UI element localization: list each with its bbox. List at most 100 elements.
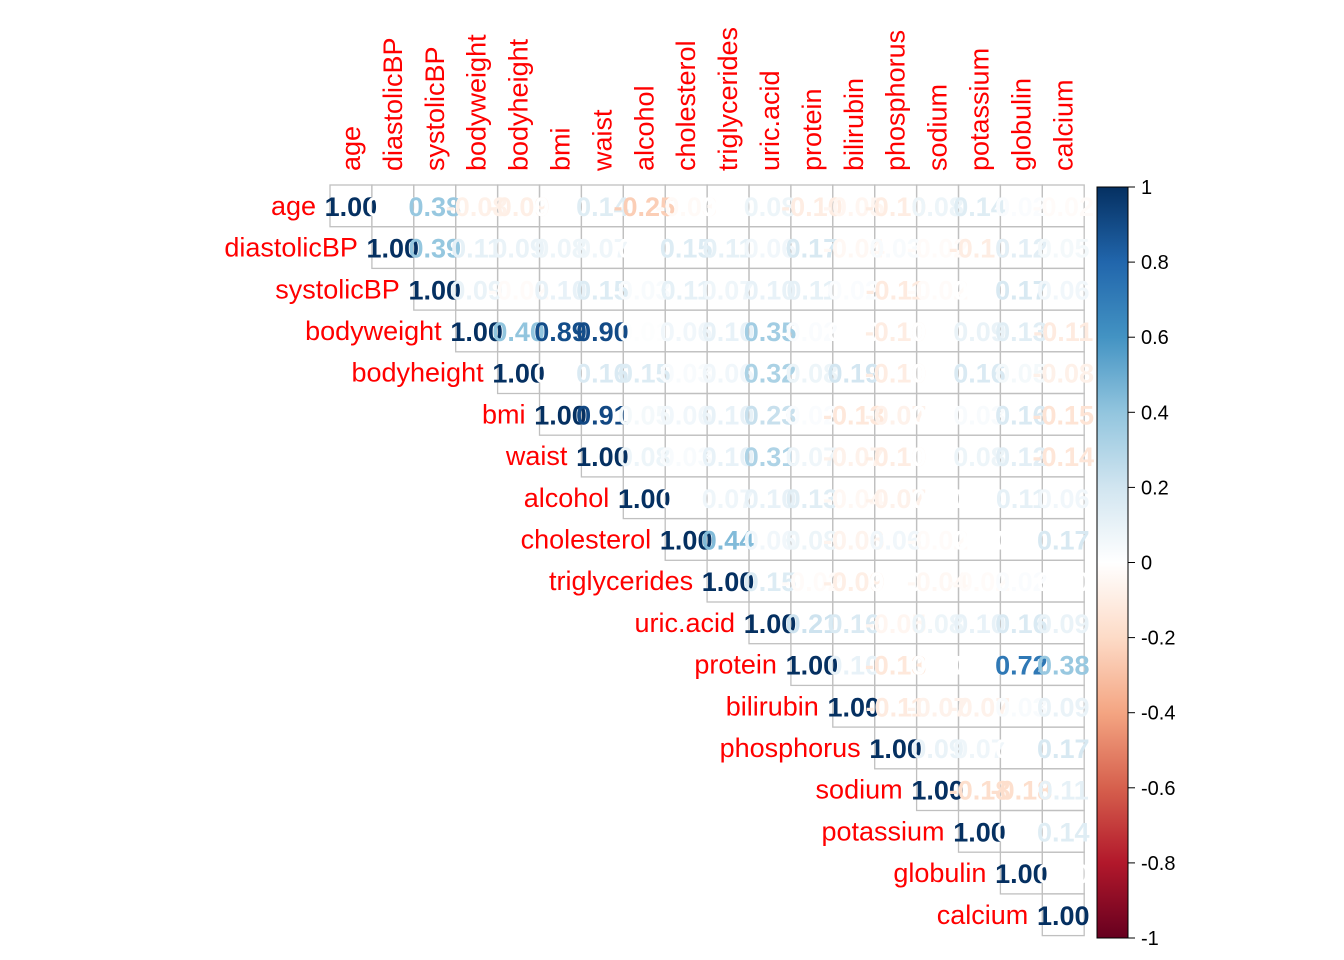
- corr-value-diastolicBP-uric.acid: 0.06: [744, 234, 797, 264]
- corr-value-triglycerides-calcium: 0.00: [1037, 567, 1090, 597]
- corr-value-diastolicBP-diastolicBP: 1.00: [367, 234, 420, 264]
- corr-value-waist-potassium: 0.08: [953, 442, 1006, 472]
- corr-value-potassium-globulin: 0.00: [995, 817, 1048, 847]
- colorbar-tick-label: -0.4: [1141, 703, 1175, 725]
- row-label-triglycerides: triglycerides: [549, 566, 693, 596]
- corr-value-phosphorus-sodium: 0.09: [911, 734, 964, 764]
- column-label-phosphorus: phosphorus: [881, 30, 911, 171]
- corr-value-diastolicBP-bodyweight: 0.11: [451, 234, 502, 264]
- corr-value-diastolicBP-phosphorus: 0.03: [869, 234, 922, 264]
- colorbar-tick-label: 0.2: [1141, 477, 1169, 499]
- corr-value-globulin-calcium: 0.00: [1037, 859, 1090, 889]
- corr-value-phosphorus-phosphorus: 1.00: [869, 734, 922, 764]
- colorbar-tick-label: 0.6: [1141, 327, 1169, 349]
- cell-values: 1.000.000.38-0.08-0.090.000.14-0.25-0.03…: [325, 192, 1094, 931]
- column-label-alcohol: alcohol: [629, 85, 659, 171]
- corr-value-bodyweight-uric.acid: 0.35: [744, 317, 797, 347]
- corr-value-waist-sodium: 0.00: [911, 442, 964, 472]
- corr-value-diastolicBP-waist: 0.07: [576, 234, 629, 264]
- corr-value-bilirubin-potassium: -0.07: [949, 692, 1011, 722]
- corr-value-bmi-bmi: 1.00: [534, 400, 587, 430]
- corr-value-cholesterol-uric.acid: 0.06: [744, 526, 797, 556]
- corr-value-bodyweight-phosphorus: -0.10: [865, 317, 927, 347]
- colorbar-tick-label: 1: [1141, 177, 1152, 199]
- corr-value-bodyweight-sodium: 0.00: [911, 317, 964, 347]
- corr-value-bodyweight-bmi: 0.89: [534, 317, 587, 347]
- corr-value-protein-bilirubin: 0.10: [828, 651, 881, 681]
- corr-value-waist-uric.acid: 0.31: [744, 442, 797, 472]
- corr-value-triglycerides-uric.acid: 0.15: [744, 567, 797, 597]
- corr-value-bodyweight-potassium: 0.09: [953, 317, 1006, 347]
- corr-value-bodyweight-bodyheight: 0.40: [492, 317, 545, 347]
- corr-value-cholesterol-protein: 0.08: [786, 526, 839, 556]
- corr-value-uric.acid-uric.acid: 1.00: [744, 609, 797, 639]
- corr-value-bodyheight-phosphorus: -0.10: [865, 359, 927, 389]
- corr-value-protein-calcium: 0.38: [1037, 651, 1090, 681]
- corr-value-bmi-protein: 0.02: [786, 400, 839, 430]
- corr-value-age-bmi: 0.00: [534, 192, 587, 222]
- row-labels: age diastolicBP systolicBP bodyweight bodyhe…: [224, 191, 1028, 930]
- corr-value-uric.acid-bilirubin: 0.16: [828, 609, 881, 639]
- corr-value-systolicBP-globulin: 0.17: [995, 275, 1048, 305]
- colorbar-tick-label: 0.8: [1141, 252, 1169, 274]
- corr-value-cholesterol-cholesterol: 1.00: [660, 526, 713, 556]
- colorbar: 1 0.8 0.6 0.4 0.2 0 -0.2 -0.4 -0.6 -0.8 -1: [1096, 177, 1175, 950]
- colorbar-tick-label: 0.4: [1141, 402, 1169, 424]
- corr-value-cholesterol-bilirubin: -0.06: [823, 526, 885, 556]
- corr-value-cholesterol-phosphorus: 0.06: [869, 526, 922, 556]
- corr-value-age-diastolicBP: 0.00: [367, 192, 420, 222]
- row-label-systolicBP: systolicBP: [275, 274, 400, 304]
- corr-value-bodyweight-calcium: -0.11: [1033, 317, 1093, 347]
- column-label-waist: waist: [587, 109, 617, 172]
- corr-value-bmi-potassium: 0.03: [953, 400, 1006, 430]
- corr-value-uric.acid-sodium: 0.08: [911, 609, 964, 639]
- corr-value-sodium-globulin: -0.18: [991, 776, 1053, 806]
- row-label-uric.acid: uric.acid: [634, 608, 735, 638]
- corr-value-bilirubin-calcium: 0.09: [1037, 692, 1090, 722]
- row-label-phosphorus: phosphorus: [720, 733, 861, 763]
- corr-value-diastolicBP-bilirubin: -0.04: [823, 234, 885, 264]
- corr-cell-calcium-calcium: [1041, 893, 1085, 937]
- corr-value-cholesterol-globulin: 0.00: [995, 526, 1048, 556]
- row-label-globulin: globulin: [893, 858, 986, 888]
- column-label-sodium: sodium: [923, 84, 953, 171]
- row-label-bmi: bmi: [482, 399, 526, 429]
- corr-value-systolicBP-alcohol: 0.03: [618, 275, 671, 305]
- column-labels: age diastolicBP systolicBP bodyweight bodyhe…: [336, 27, 1078, 172]
- corr-value-systolicBP-uric.acid: 0.10: [744, 275, 797, 305]
- column-label-age: age: [336, 126, 366, 171]
- column-label-cholesterol: cholesterol: [671, 40, 701, 171]
- row-label-potassium: potassium: [821, 816, 944, 846]
- corr-value-age-systolicBP: 0.38: [409, 192, 462, 222]
- corr-value-age-potassium: 0.14: [953, 192, 1006, 222]
- colorbar-tick-label: -0.8: [1141, 853, 1175, 875]
- column-label-calcium: calcium: [1048, 79, 1078, 171]
- corr-value-bmi-waist: 0.91: [576, 400, 629, 430]
- corr-value-bodyweight-triglycerides: 0.10: [702, 317, 755, 347]
- corr-value-alcohol-bilirubin: -0.04: [823, 484, 885, 514]
- corr-value-protein-protein: 1.00: [786, 651, 839, 681]
- corr-value-bmi-cholesterol: 0.06: [660, 400, 713, 430]
- column-label-bilirubin: bilirubin: [839, 78, 869, 171]
- corr-value-bodyweight-waist: 0.90: [576, 317, 629, 347]
- corr-value-bodyheight-triglycerides: 0.06: [702, 359, 755, 389]
- corr-value-triglycerides-potassium: -0.02: [949, 567, 1011, 597]
- corr-value-bodyheight-bmi: 0.00: [534, 359, 587, 389]
- corr-value-triglycerides-globulin: 0.02: [995, 567, 1048, 597]
- corr-value-systolicBP-bmi: 0.10: [534, 275, 587, 305]
- corr-value-bodyweight-bilirubin: 0.00: [828, 317, 881, 347]
- corr-value-systolicBP-waist: 0.15: [576, 275, 629, 305]
- corr-value-systolicBP-bodyheight: -0.02: [488, 275, 550, 305]
- corr-value-diastolicBP-protein: 0.17: [786, 234, 839, 264]
- corr-value-bmi-phosphorus: -0.07: [865, 400, 927, 430]
- corr-value-uric.acid-protein: 0.21: [786, 609, 839, 639]
- column-label-uric.acid: uric.acid: [755, 70, 785, 171]
- corr-value-triglycerides-sodium: -0.04: [907, 567, 969, 597]
- corr-value-triglycerides-bilirubin: -0.09: [823, 567, 885, 597]
- corr-value-protein-potassium: 0.00: [953, 651, 1006, 681]
- corr-value-sodium-potassium: -0.18: [949, 776, 1011, 806]
- corr-value-systolicBP-potassium: 0.00: [953, 275, 1006, 305]
- row-label-bodyweight: bodyweight: [305, 316, 442, 346]
- corr-value-bodyheight-bilirubin: 0.19: [828, 359, 881, 389]
